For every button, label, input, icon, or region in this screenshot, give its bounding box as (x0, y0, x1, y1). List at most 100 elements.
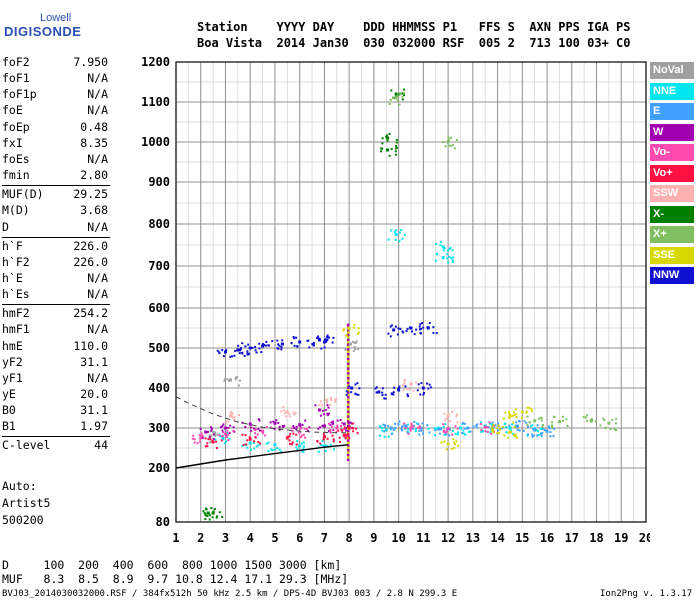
echo-dot (198, 440, 201, 443)
echo-dot (508, 413, 511, 416)
echo-dot (332, 420, 335, 423)
param-row: h`Es N/A (2, 287, 108, 303)
echo-dot (528, 406, 531, 409)
echo-dot (443, 433, 446, 436)
echo-dot (445, 430, 448, 433)
y-tick-label: 1000 (141, 135, 170, 149)
echo-dot (395, 94, 398, 97)
echo-dot (257, 441, 260, 444)
echo-dot (394, 238, 397, 241)
echo-dot (513, 426, 516, 429)
echo-dot (323, 435, 326, 438)
echo-dot (307, 339, 310, 342)
param-row: h`F 226.0 (2, 239, 108, 255)
echo-dot (326, 444, 329, 447)
echo-dot (224, 377, 227, 380)
echo-dot (444, 431, 447, 434)
echo-dot (448, 144, 451, 147)
echo-dot (401, 95, 404, 98)
echo-dot (514, 435, 517, 438)
echo-dot (508, 416, 511, 419)
echo-dot (227, 439, 230, 442)
echo-dot (241, 444, 244, 447)
echo-dot (549, 435, 552, 438)
echo-dot (469, 430, 472, 433)
echo-dot (321, 409, 324, 412)
echo-dot (326, 414, 329, 417)
echo-dot (228, 431, 231, 434)
echo-dot (221, 515, 224, 518)
echo-dot (542, 427, 545, 430)
echo-dot (496, 431, 499, 434)
y-tick-label: 1200 (141, 55, 170, 69)
param-value: N/A (87, 219, 108, 234)
echo-dot (455, 440, 458, 443)
echo-dot (299, 424, 302, 427)
marker-dash (346, 417, 350, 421)
data-point-w (342, 422, 346, 426)
echo-dot (426, 326, 429, 329)
echo-dot (355, 393, 358, 396)
echo-dot (454, 432, 457, 435)
echo-dot (225, 436, 228, 439)
marker-dash (346, 335, 350, 339)
echo-dot (500, 427, 503, 430)
echo-dot (447, 426, 450, 429)
param-row: foF1p N/A (2, 87, 108, 103)
param-row: foF1 N/A (2, 71, 108, 87)
echo-dot (332, 429, 335, 432)
echo-dot (396, 333, 399, 336)
data-point-w (273, 421, 277, 425)
echo-dot (347, 432, 350, 435)
echo-dot (395, 138, 398, 141)
data-point-nnw (280, 342, 284, 346)
echo-dot (462, 429, 465, 432)
echo-dot (216, 433, 219, 436)
auto-code: 500200 (2, 513, 44, 527)
echo-dot (397, 387, 400, 390)
x-tick-label: 13 (466, 531, 480, 545)
param-separator (2, 436, 110, 438)
echo-dot (565, 418, 568, 421)
echo-dot (515, 416, 518, 419)
echo-dot (416, 389, 419, 392)
param-value: 44 (94, 438, 108, 453)
echo-dot (206, 430, 209, 433)
echo-dot (386, 139, 389, 142)
echo-dot (233, 419, 236, 422)
data-point-w (204, 430, 208, 434)
echo-dot (419, 331, 422, 334)
echo-dot (229, 410, 232, 413)
echo-dot (426, 382, 429, 385)
echo-dot (395, 141, 398, 144)
echo-dot (231, 412, 234, 415)
echo-dot (443, 440, 446, 443)
marker-dash (346, 359, 350, 363)
echo-dot (193, 441, 196, 444)
data-point-nnw (322, 340, 326, 344)
data-point-sse (520, 410, 524, 414)
marker-dash (346, 347, 350, 351)
echo-dot (447, 412, 450, 415)
echo-dot (515, 436, 518, 439)
param-label: M(D) (2, 203, 30, 218)
echo-dot (350, 391, 353, 394)
echo-dot (230, 412, 233, 415)
echo-dot (225, 440, 228, 443)
echo-dot (446, 429, 449, 432)
echo-dot (388, 133, 391, 136)
echo-dot (206, 445, 209, 448)
echo-dot (553, 415, 556, 418)
logo-lowell: Lowell (40, 12, 72, 24)
echo-dot (317, 335, 320, 338)
data-point-nnw (223, 350, 227, 354)
echo-dot (345, 347, 348, 350)
echo-dot (486, 426, 489, 429)
data-point-w (317, 408, 321, 412)
echo-dot (218, 434, 221, 437)
echo-dot (271, 340, 274, 343)
echo-dot (204, 445, 207, 448)
echo-dot (561, 415, 564, 418)
param-label: foEp (2, 119, 30, 134)
